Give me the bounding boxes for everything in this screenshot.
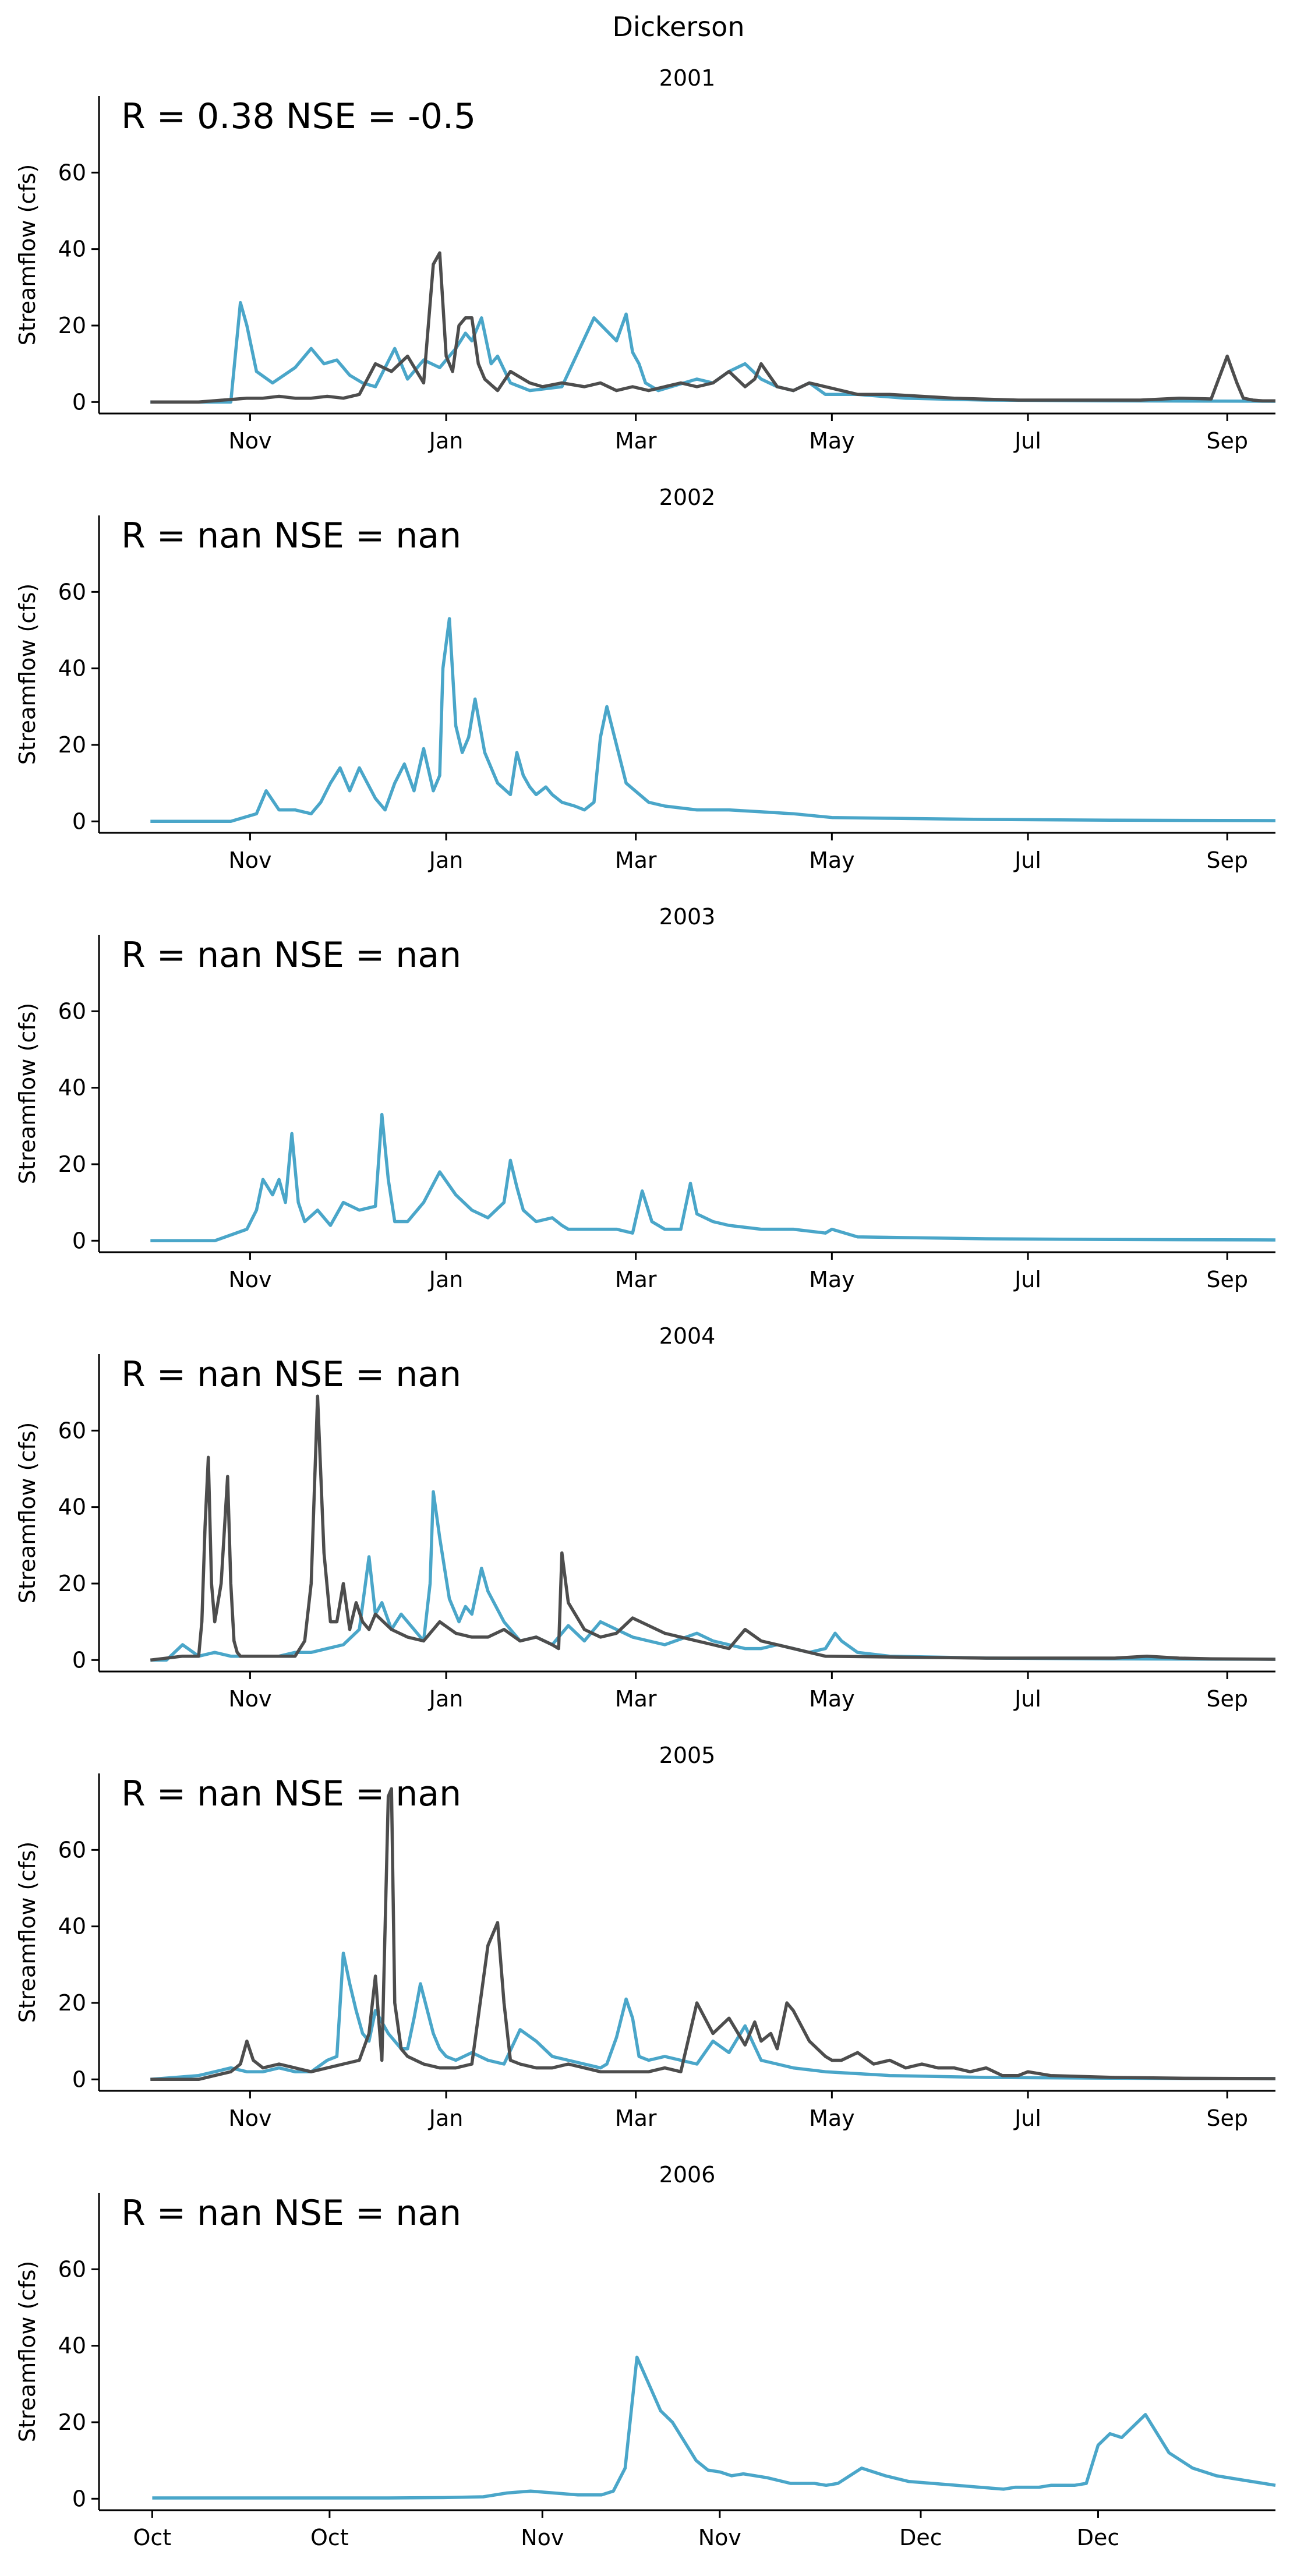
x-tick-label: May bbox=[809, 847, 855, 873]
panel-title: 2002 bbox=[659, 485, 716, 510]
y-tick-label: 40 bbox=[58, 656, 86, 681]
y-tick-label: 40 bbox=[58, 236, 86, 262]
y-axis-label: Streamflow (cfs) bbox=[15, 1422, 40, 1604]
x-tick-label: May bbox=[809, 1686, 855, 1712]
series-line-2 bbox=[150, 251, 1275, 404]
y-tick-label: 40 bbox=[58, 2333, 86, 2359]
y-tick-label: 60 bbox=[58, 160, 86, 185]
y-tick-label: 60 bbox=[58, 1837, 86, 1863]
y-tick-label: 20 bbox=[58, 1151, 86, 1177]
x-tick-label: Jul bbox=[1013, 847, 1041, 873]
y-tick-label: 60 bbox=[58, 2256, 86, 2282]
panel-2005: 2005 R = nan NSE = nan Streamflow (cfs) 0 20… bbox=[15, 1743, 1276, 2131]
x-tick-label: Oct bbox=[133, 2525, 172, 2550]
stats-annotation: R = nan NSE = nan bbox=[121, 935, 461, 976]
x-tick-label: Sep bbox=[1206, 847, 1248, 873]
x-tick-label: Jul bbox=[1013, 1686, 1041, 1712]
y-tick-label: 40 bbox=[58, 1494, 86, 1520]
y-axis-label: Streamflow (cfs) bbox=[15, 2261, 40, 2443]
y-tick-label: 0 bbox=[72, 2066, 86, 2092]
y-tick-label: 40 bbox=[58, 1914, 86, 1939]
y-tick-label: 0 bbox=[72, 2486, 86, 2511]
x-tick-label: Nov bbox=[228, 2105, 271, 2131]
y-tick-label: 60 bbox=[58, 998, 86, 1024]
stats-annotation: R = nan NSE = nan bbox=[121, 2193, 461, 2234]
x-tick-label: Mar bbox=[615, 1686, 657, 1712]
y-axis-label: Streamflow (cfs) bbox=[15, 1842, 40, 2023]
y-tick-label: 0 bbox=[72, 808, 86, 834]
y-tick-label: 60 bbox=[58, 1418, 86, 1443]
panel-2001: 2001 R = 0.38 NSE = -0.5 Streamflow (cfs) 0… bbox=[15, 65, 1276, 454]
x-tick-label: Sep bbox=[1206, 428, 1248, 454]
x-tick-label: May bbox=[809, 428, 855, 454]
y-tick-label: 20 bbox=[58, 1990, 86, 2016]
x-tick-label: Jul bbox=[1013, 2105, 1041, 2131]
y-tick-label: 40 bbox=[58, 1075, 86, 1101]
figure-title: Dickerson bbox=[613, 11, 745, 43]
stats-annotation: R = 0.38 NSE = -0.5 bbox=[121, 96, 476, 137]
panel-2003: 2003 R = nan NSE = nan Streamflow (cfs) 0 20… bbox=[15, 904, 1276, 1292]
x-tick-label: Mar bbox=[615, 428, 657, 454]
x-tick-label: Jan bbox=[428, 1686, 464, 1712]
panel-title: 2006 bbox=[659, 2162, 716, 2188]
panel-2004: 2004 R = nan NSE = nan Streamflow (cfs) 0 20… bbox=[15, 1323, 1276, 1712]
panel-title: 2005 bbox=[659, 1743, 716, 1768]
x-tick-label: Sep bbox=[1206, 2105, 1248, 2131]
stats-annotation: R = nan NSE = nan bbox=[121, 1354, 461, 1395]
y-tick-label: 20 bbox=[58, 1571, 86, 1596]
series-line-1 bbox=[152, 2355, 1276, 2500]
series-line-2 bbox=[150, 1394, 1276, 1662]
stats-annotation: R = nan NSE = nan bbox=[121, 515, 461, 556]
x-tick-label: May bbox=[809, 1267, 855, 1292]
x-tick-label: May bbox=[809, 2105, 855, 2131]
x-tick-label: Sep bbox=[1206, 1267, 1248, 1292]
x-tick-label: Mar bbox=[615, 2105, 657, 2131]
y-axis-label: Streamflow (cfs) bbox=[15, 584, 40, 765]
x-tick-label: Nov bbox=[228, 1267, 271, 1292]
x-tick-label: Nov bbox=[521, 2525, 564, 2550]
x-tick-label: Nov bbox=[228, 847, 271, 873]
y-tick-label: 0 bbox=[72, 389, 86, 415]
series-line-2 bbox=[150, 1787, 1276, 2082]
panel-title: 2003 bbox=[659, 904, 716, 930]
x-tick-label: Jan bbox=[428, 847, 464, 873]
x-tick-label: Dec bbox=[899, 2525, 942, 2550]
y-tick-label: 0 bbox=[72, 1228, 86, 1253]
y-axis-label: Streamflow (cfs) bbox=[15, 1003, 40, 1185]
x-tick-label: Jul bbox=[1013, 428, 1041, 454]
series-line-1 bbox=[150, 617, 1276, 824]
x-tick-label: Sep bbox=[1206, 1686, 1248, 1712]
stats-annotation: R = nan NSE = nan bbox=[121, 1773, 461, 1814]
x-tick-label: Dec bbox=[1077, 2525, 1120, 2550]
y-tick-label: 20 bbox=[58, 2409, 86, 2435]
x-tick-label: Mar bbox=[615, 847, 657, 873]
panel-2006: 2006 R = nan NSE = nan Streamflow (cfs) 0 20… bbox=[15, 2162, 1276, 2550]
y-tick-label: 20 bbox=[58, 732, 86, 758]
x-tick-label: Jan bbox=[428, 2105, 464, 2131]
y-tick-label: 60 bbox=[58, 579, 86, 605]
x-tick-label: Jan bbox=[428, 428, 464, 454]
x-tick-label: Nov bbox=[228, 1686, 271, 1712]
panel-title: 2001 bbox=[659, 65, 716, 91]
series-line-1 bbox=[150, 1112, 1276, 1243]
panel-title: 2004 bbox=[659, 1323, 716, 1349]
y-tick-label: 20 bbox=[58, 313, 86, 338]
y-tick-label: 0 bbox=[72, 1647, 86, 1673]
x-tick-label: Oct bbox=[310, 2525, 349, 2550]
panel-2002: 2002 R = nan NSE = nan Streamflow (cfs) 0 20… bbox=[15, 485, 1276, 873]
x-tick-label: Mar bbox=[615, 1267, 657, 1292]
x-tick-label: Jul bbox=[1013, 1267, 1041, 1292]
x-tick-label: Nov bbox=[698, 2525, 741, 2550]
x-tick-label: Nov bbox=[228, 428, 271, 454]
x-tick-label: Jan bbox=[428, 1267, 464, 1292]
y-axis-label: Streamflow (cfs) bbox=[15, 164, 40, 346]
